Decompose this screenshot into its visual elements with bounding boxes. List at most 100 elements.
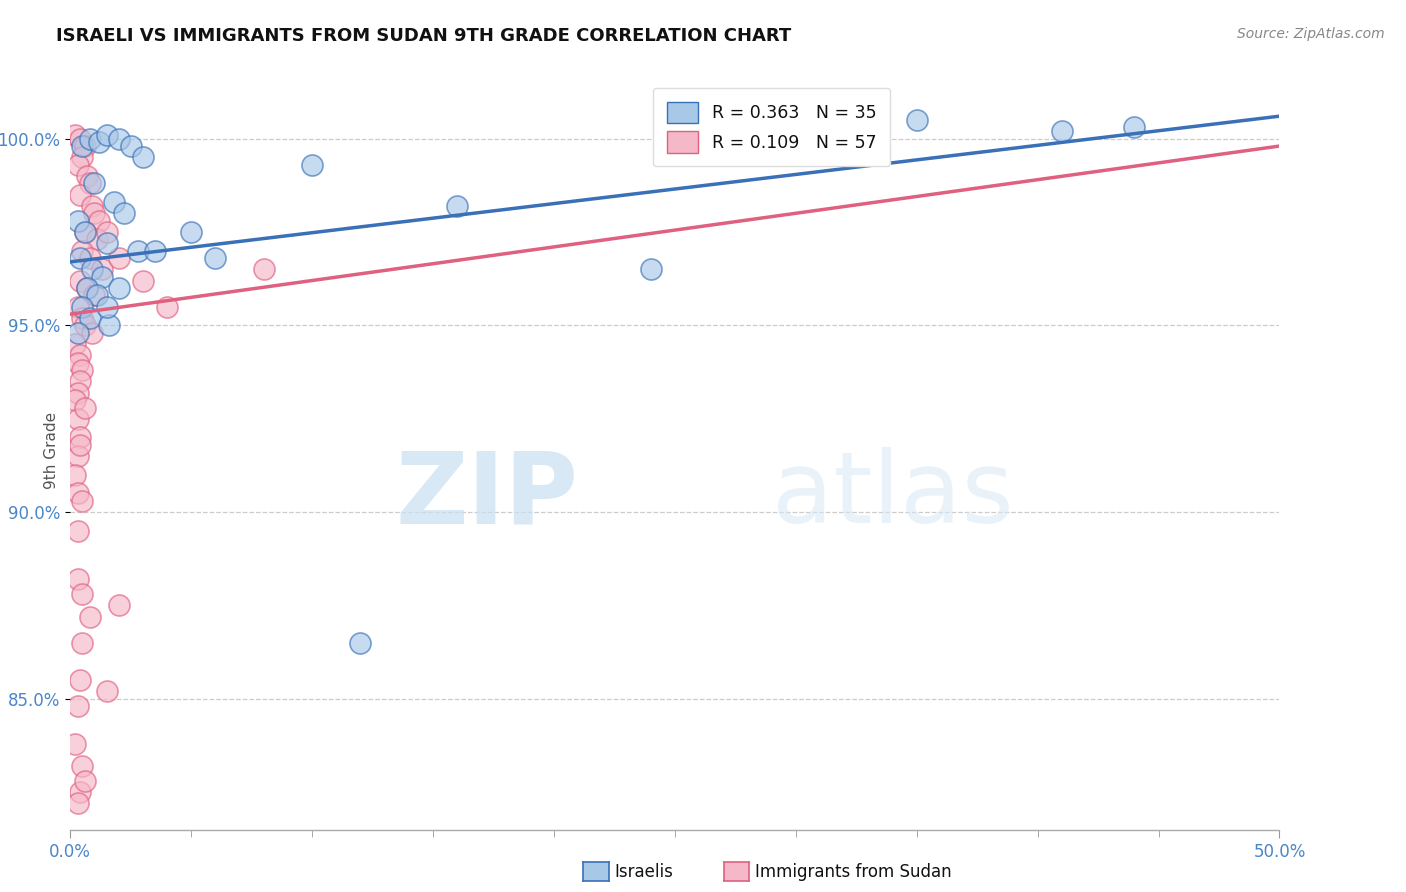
Point <box>63 467 86 482</box>
Point <box>66 524 89 538</box>
Point <box>72 139 94 153</box>
Point <box>66 385 89 400</box>
Point <box>96 128 118 142</box>
Point <box>80 199 103 213</box>
Point <box>72 300 94 314</box>
Point <box>253 262 276 277</box>
Point <box>127 244 149 258</box>
Point <box>72 759 94 773</box>
Point <box>73 225 96 239</box>
Point <box>69 785 91 799</box>
Point <box>112 206 135 220</box>
Point <box>79 131 101 145</box>
Point <box>73 774 96 789</box>
Point <box>63 392 86 407</box>
Point <box>66 411 89 425</box>
Point <box>1050 124 1073 138</box>
Point <box>76 281 98 295</box>
Point <box>107 281 129 295</box>
Point <box>66 486 89 500</box>
Point <box>90 269 112 284</box>
Point <box>66 572 89 586</box>
Point <box>90 262 112 277</box>
Point <box>66 356 89 370</box>
Point <box>73 401 96 415</box>
Point <box>83 206 105 220</box>
Point <box>73 318 96 333</box>
Point <box>69 375 91 389</box>
Legend: R = 0.363   N = 35, R = 0.109   N = 57: R = 0.363 N = 35, R = 0.109 N = 57 <box>652 87 890 167</box>
Point <box>69 438 91 452</box>
Point <box>66 158 89 172</box>
Point <box>72 244 94 258</box>
Text: Immigrants from Sudan: Immigrants from Sudan <box>755 863 952 881</box>
Point <box>66 449 89 463</box>
Point <box>72 587 94 601</box>
Point <box>96 300 118 314</box>
Point <box>446 199 468 213</box>
Text: atlas: atlas <box>772 448 1014 544</box>
Point <box>69 273 91 287</box>
Point <box>180 225 202 239</box>
Point <box>76 281 98 295</box>
Y-axis label: 9th Grade: 9th Grade <box>44 412 59 489</box>
Point <box>66 300 89 314</box>
Point <box>156 300 179 314</box>
Point <box>69 131 91 145</box>
Point <box>204 251 226 265</box>
Point <box>69 251 91 265</box>
Point <box>73 139 96 153</box>
Point <box>69 348 91 362</box>
Point <box>72 363 94 377</box>
Text: Israelis: Israelis <box>614 863 673 881</box>
Point <box>107 599 129 613</box>
Point <box>640 262 662 277</box>
Point <box>905 112 928 127</box>
Point <box>79 177 101 191</box>
Point <box>143 244 166 258</box>
Point <box>96 684 118 698</box>
Point <box>66 213 89 227</box>
Point <box>103 195 125 210</box>
Point <box>73 225 96 239</box>
Point <box>72 150 94 164</box>
Text: ISRAELI VS IMMIGRANTS FROM SUDAN 9TH GRADE CORRELATION CHART: ISRAELI VS IMMIGRANTS FROM SUDAN 9TH GRA… <box>56 27 792 45</box>
Point <box>63 337 86 351</box>
Text: Source: ZipAtlas.com: Source: ZipAtlas.com <box>1237 27 1385 41</box>
Point <box>98 318 121 333</box>
Point <box>132 273 155 287</box>
Point <box>80 326 103 340</box>
Point <box>89 136 111 150</box>
Point <box>79 251 101 265</box>
Point <box>69 673 91 688</box>
Point <box>83 177 105 191</box>
Point <box>72 310 94 325</box>
Point <box>96 236 118 251</box>
Text: ZIP: ZIP <box>395 448 578 544</box>
Point <box>107 131 129 145</box>
Point <box>120 139 142 153</box>
Point <box>301 158 323 172</box>
Point <box>76 169 98 183</box>
Point <box>79 310 101 325</box>
Point <box>86 232 108 246</box>
Point <box>132 150 155 164</box>
Point <box>66 326 89 340</box>
Point <box>349 636 371 650</box>
Point <box>63 128 86 142</box>
Point <box>69 187 91 202</box>
Point <box>1123 120 1146 135</box>
Point <box>80 262 103 277</box>
Point <box>83 288 105 302</box>
Point <box>69 430 91 444</box>
Point <box>63 737 86 751</box>
Point <box>66 699 89 714</box>
Point <box>96 225 118 239</box>
Point <box>72 636 94 650</box>
Point <box>86 288 108 302</box>
Point <box>79 609 101 624</box>
Point <box>72 494 94 508</box>
Point <box>89 213 111 227</box>
Point <box>66 797 89 811</box>
Point <box>107 251 129 265</box>
